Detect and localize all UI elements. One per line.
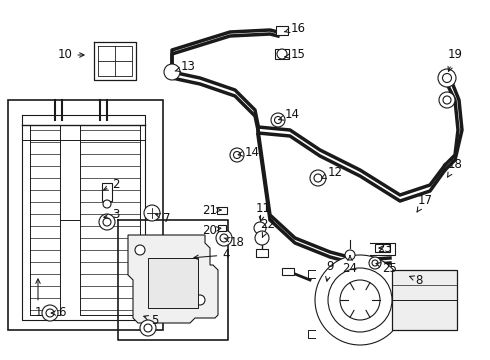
Text: 24: 24 — [343, 256, 358, 274]
Circle shape — [439, 92, 455, 108]
Text: 3: 3 — [104, 208, 120, 221]
Text: 22: 22 — [261, 219, 275, 237]
Text: 12: 12 — [321, 166, 343, 179]
Circle shape — [144, 324, 152, 332]
Circle shape — [310, 170, 326, 186]
Text: 18: 18 — [224, 235, 245, 248]
Bar — [256, 249, 268, 257]
Text: 25: 25 — [376, 261, 397, 274]
Bar — [275, 49, 289, 59]
Circle shape — [46, 309, 54, 317]
Text: 18: 18 — [447, 158, 463, 177]
Circle shape — [234, 152, 241, 158]
Text: 23: 23 — [378, 242, 392, 255]
Circle shape — [140, 320, 156, 336]
Text: 7: 7 — [156, 211, 171, 225]
Circle shape — [195, 295, 205, 305]
Circle shape — [103, 218, 111, 226]
Text: 16: 16 — [285, 22, 305, 35]
Circle shape — [230, 148, 244, 162]
Circle shape — [164, 64, 180, 80]
Circle shape — [345, 250, 355, 260]
Circle shape — [438, 69, 456, 87]
Bar — [8, 100, 163, 330]
Bar — [282, 267, 294, 274]
Circle shape — [103, 200, 111, 208]
Circle shape — [254, 222, 266, 234]
Text: 4: 4 — [194, 248, 230, 261]
Circle shape — [216, 230, 232, 246]
Text: 13: 13 — [175, 60, 196, 73]
Bar — [148, 258, 198, 308]
Bar — [102, 183, 112, 201]
Text: 6: 6 — [51, 306, 66, 320]
Circle shape — [255, 231, 269, 245]
Circle shape — [42, 305, 58, 321]
Text: 19: 19 — [447, 49, 463, 71]
Circle shape — [443, 96, 451, 104]
Bar — [392, 270, 457, 330]
Circle shape — [314, 174, 322, 182]
Bar — [218, 225, 226, 231]
Text: 21: 21 — [202, 203, 221, 216]
Text: 15: 15 — [285, 49, 305, 62]
Circle shape — [442, 73, 451, 82]
Circle shape — [372, 260, 378, 266]
Circle shape — [144, 205, 160, 221]
Circle shape — [315, 255, 405, 345]
Text: 1: 1 — [34, 279, 42, 319]
Circle shape — [277, 49, 287, 59]
Text: 5: 5 — [144, 314, 159, 327]
Text: 8: 8 — [410, 274, 423, 287]
Bar — [374, 244, 390, 252]
Text: 11: 11 — [255, 202, 270, 221]
Circle shape — [271, 113, 285, 127]
Text: 14: 14 — [279, 108, 299, 122]
Circle shape — [220, 234, 228, 242]
Circle shape — [328, 268, 392, 332]
Text: 20: 20 — [202, 224, 221, 237]
Text: 14: 14 — [238, 145, 260, 158]
Bar — [217, 207, 227, 213]
Circle shape — [274, 117, 281, 123]
Text: 17: 17 — [417, 194, 433, 212]
Circle shape — [348, 288, 372, 312]
Circle shape — [135, 245, 145, 255]
Bar — [276, 26, 288, 35]
Circle shape — [340, 280, 380, 320]
Text: 9: 9 — [326, 261, 334, 281]
Circle shape — [99, 214, 115, 230]
Text: 10: 10 — [57, 49, 84, 62]
Circle shape — [369, 257, 381, 269]
Text: 2: 2 — [103, 177, 120, 190]
Polygon shape — [128, 235, 218, 323]
Circle shape — [332, 272, 388, 328]
